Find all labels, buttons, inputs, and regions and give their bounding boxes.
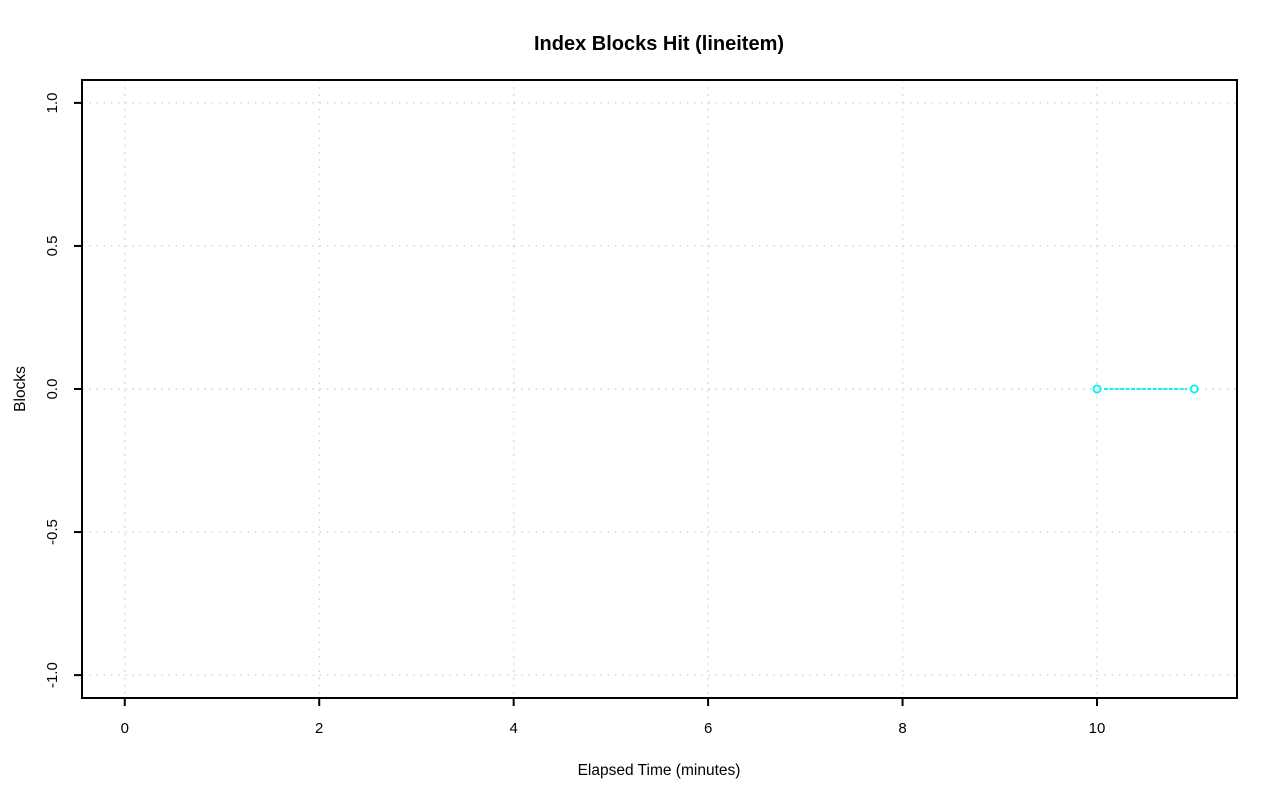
data-series (1092, 384, 1199, 394)
x-tick-label: 4 (509, 720, 517, 737)
y-tick-label: 0.5 (44, 236, 61, 257)
data-point-marker (1189, 384, 1199, 394)
x-tick-label: 10 (1089, 720, 1106, 737)
axis-ticks (74, 101, 1098, 706)
x-axis-label: Elapsed Time (minutes) (578, 762, 741, 779)
y-tick-label: 1.0 (44, 92, 61, 113)
chart-title: Index Blocks Hit (lineitem) (534, 33, 784, 55)
x-tick-label: 6 (704, 720, 712, 737)
y-tick-label: -0.5 (44, 519, 61, 545)
y-axis-label: Blocks (12, 366, 29, 412)
tick-labels: 0 2 4 6 8 10 -1.0 -0.5 0.0 0.5 1.0 (44, 92, 1105, 737)
x-tick-label: 2 (315, 720, 323, 737)
y-tick-label: 0.0 (44, 379, 61, 400)
x-tick-label: 8 (898, 720, 906, 737)
y-tick-label: -1.0 (44, 662, 61, 688)
x-tick-label: 0 (121, 720, 129, 737)
data-point-marker (1092, 384, 1102, 394)
gridlines (82, 80, 1237, 698)
